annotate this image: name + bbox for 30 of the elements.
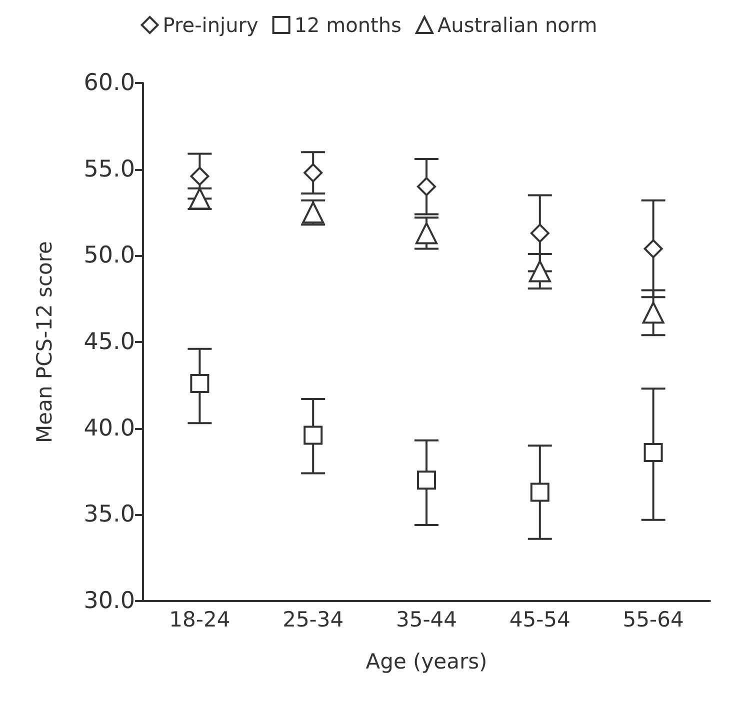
x-tick-label: 35-44 [396, 608, 458, 632]
point [644, 443, 663, 462]
point [416, 222, 438, 244]
x-axis-title: Age (years) [366, 650, 488, 674]
point [642, 302, 664, 324]
y-tick-label: 50.0 [84, 242, 135, 269]
y-tick-label: 55.0 [84, 156, 135, 182]
x-tick-label: 55-64 [622, 608, 684, 632]
point [644, 239, 663, 258]
point [530, 224, 550, 243]
point [530, 482, 550, 502]
y-tick-label: 35.0 [84, 502, 135, 528]
legend-label: Australian norm [437, 13, 598, 37]
point [190, 166, 210, 186]
y-axis-title: Mean PCS-12 score [32, 241, 56, 443]
legend-label: 12 months [294, 13, 402, 37]
point [417, 177, 436, 196]
y-tick-label: 30.0 [84, 588, 135, 614]
point [190, 374, 210, 393]
y-tick-label: 60.0 [84, 70, 135, 96]
point [528, 260, 551, 282]
y-tick-label: 45.0 [84, 329, 135, 355]
y-tick-label: 40.0 [84, 415, 135, 442]
x-tick-label: 18-24 [169, 608, 230, 632]
x-tick-label: 45-54 [509, 608, 570, 632]
x-tick-label: 25-34 [282, 608, 344, 632]
point [417, 470, 436, 490]
point [304, 163, 323, 182]
legend-label: Pre-injury [162, 13, 258, 37]
point [304, 426, 323, 445]
